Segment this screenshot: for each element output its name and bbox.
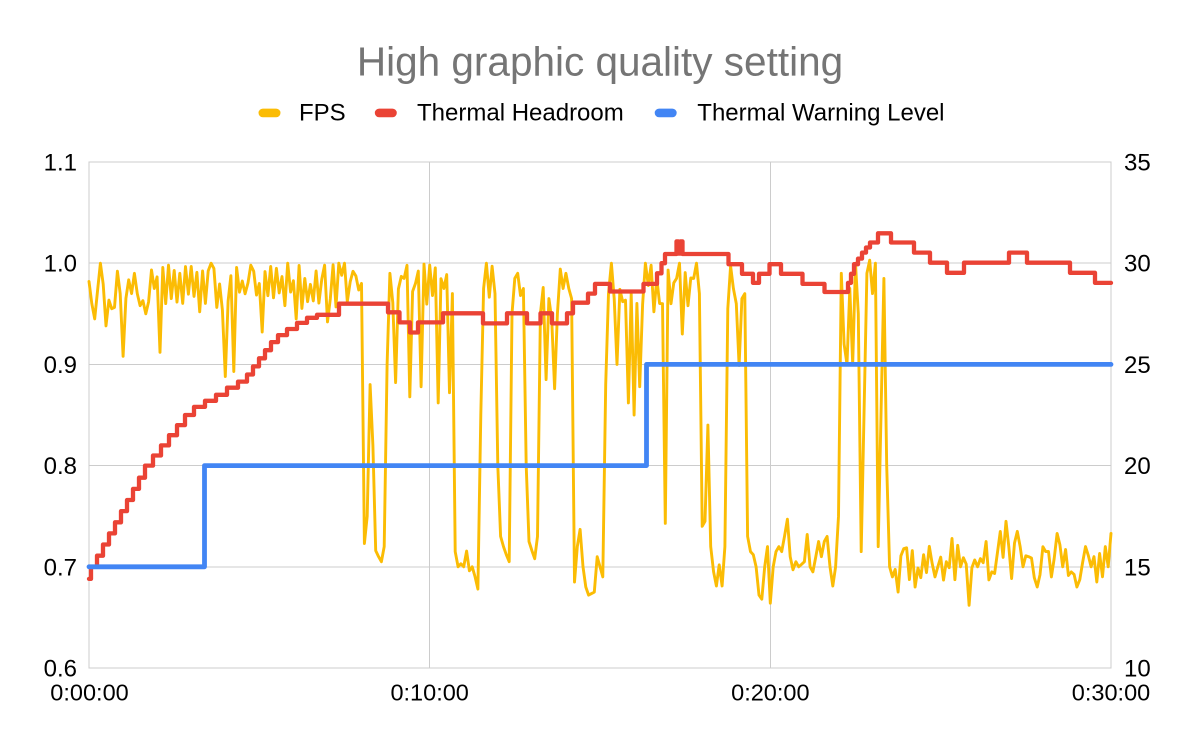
svg-text:0.6: 0.6	[44, 656, 77, 683]
svg-text:1.0: 1.0	[44, 251, 77, 278]
svg-text:35: 35	[1124, 150, 1151, 177]
svg-text:Thermal Warning Level: Thermal Warning Level	[697, 100, 944, 127]
svg-text:0.9: 0.9	[44, 352, 77, 379]
svg-text:20: 20	[1124, 453, 1151, 480]
svg-text:0.8: 0.8	[44, 453, 77, 480]
svg-text:10: 10	[1124, 656, 1151, 683]
svg-text:0:20:00: 0:20:00	[731, 679, 809, 705]
svg-text:0:00:00: 0:00:00	[50, 679, 128, 705]
svg-text:0:30:00: 0:30:00	[1072, 679, 1150, 705]
svg-text:FPS: FPS	[299, 100, 346, 127]
svg-text:1.1: 1.1	[44, 150, 77, 177]
svg-text:25: 25	[1124, 352, 1151, 379]
svg-text:15: 15	[1124, 554, 1151, 581]
svg-text:30: 30	[1124, 251, 1151, 278]
svg-text:0.7: 0.7	[44, 554, 77, 581]
svg-text:0:10:00: 0:10:00	[390, 679, 468, 705]
svg-text:Thermal Headroom: Thermal Headroom	[417, 100, 624, 127]
svg-text:High graphic quality setting: High graphic quality setting	[357, 39, 843, 85]
